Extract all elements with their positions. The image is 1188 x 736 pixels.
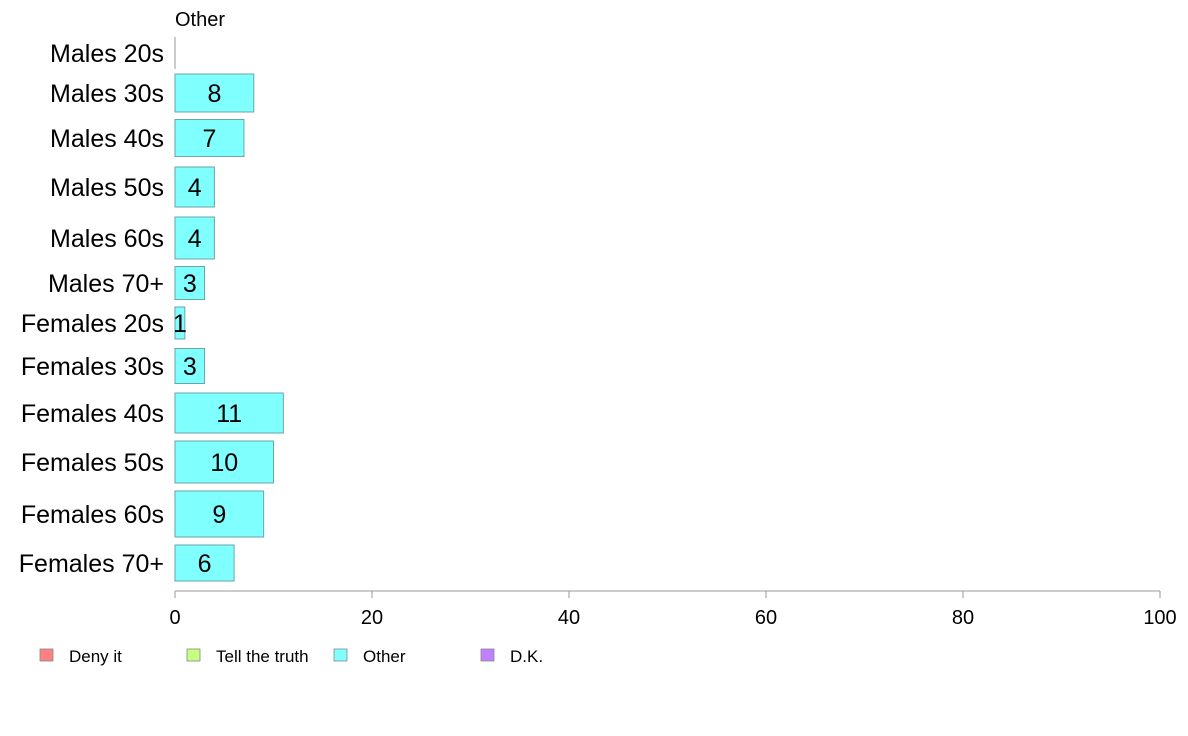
bar-value-label: 3 <box>183 270 197 298</box>
category-label-males-60s: Males 60s <box>50 225 164 253</box>
bar-value-label: 10 <box>210 449 238 477</box>
x-tick-label: 20 <box>361 607 383 629</box>
bar-value-label: 11 <box>216 400 242 428</box>
bar-value-label: 3 <box>183 353 197 381</box>
category-label-females-70plus: Females 70+ <box>19 550 164 578</box>
legend-label-deny-it: Deny it <box>69 647 122 666</box>
category-label-males-40s: Males 40s <box>50 125 164 153</box>
bar-females-30s <box>174 348 206 384</box>
category-label-females-20s: Females 20s <box>21 310 164 338</box>
legend-swatch-other <box>333 648 348 662</box>
bar-value-label: 9 <box>212 501 226 529</box>
legend-label-other: Other <box>363 647 406 666</box>
x-tick-label: 60 <box>755 607 777 629</box>
bar-value-label: 6 <box>198 550 212 578</box>
x-tick-label: 100 <box>1143 607 1176 629</box>
category-label-males-30s: Males 30s <box>50 80 164 108</box>
legend-label-d-k: D.K. <box>510 647 543 666</box>
legend: Deny it Tell the truth Other D.K. <box>39 647 543 666</box>
bar-value-label: 4 <box>188 225 202 253</box>
x-tick-label: 40 <box>558 607 580 629</box>
bar-value-label: 8 <box>207 80 221 108</box>
legend-label-tell-the-truth: Tell the truth <box>216 647 309 666</box>
bar-females-20s <box>174 306 186 340</box>
category-label-females-60s: Females 60s <box>21 501 164 529</box>
bar-males-60s <box>174 216 215 260</box>
legend-swatch-deny-it <box>39 648 54 662</box>
category-label-females-30s: Females 30s <box>21 353 164 381</box>
category-label-males-50s: Males 50s <box>50 174 164 202</box>
bar-males-50s <box>174 166 215 208</box>
category-label-males-20s: Males 20s <box>50 40 164 68</box>
x-tick-label: 80 <box>952 607 974 629</box>
category-label-females-40s: Females 40s <box>21 400 164 428</box>
legend-swatch-tell-the-truth <box>186 648 201 662</box>
bar-females-60s <box>174 490 265 538</box>
bar-value-label: 7 <box>203 125 217 153</box>
bar-males-70plus <box>174 266 206 300</box>
bar-females-40s <box>174 392 284 434</box>
chart-title: Other <box>175 9 225 31</box>
category-label-males-70plus: Males 70+ <box>48 270 164 298</box>
x-axis: 0 20 40 60 80 100 <box>169 590 1177 629</box>
bar-females-50s <box>174 440 274 484</box>
legend-swatch-d-k <box>480 648 495 662</box>
bar-value-label: 4 <box>188 174 202 202</box>
bar-females-70plus <box>174 544 235 582</box>
bar-males-40s <box>174 119 245 157</box>
category-label-females-50s: Females 50s <box>21 449 164 477</box>
bar-value-label: 1 <box>173 310 187 338</box>
bar-males-30s <box>174 73 255 113</box>
x-tick-label: 0 <box>169 607 180 629</box>
